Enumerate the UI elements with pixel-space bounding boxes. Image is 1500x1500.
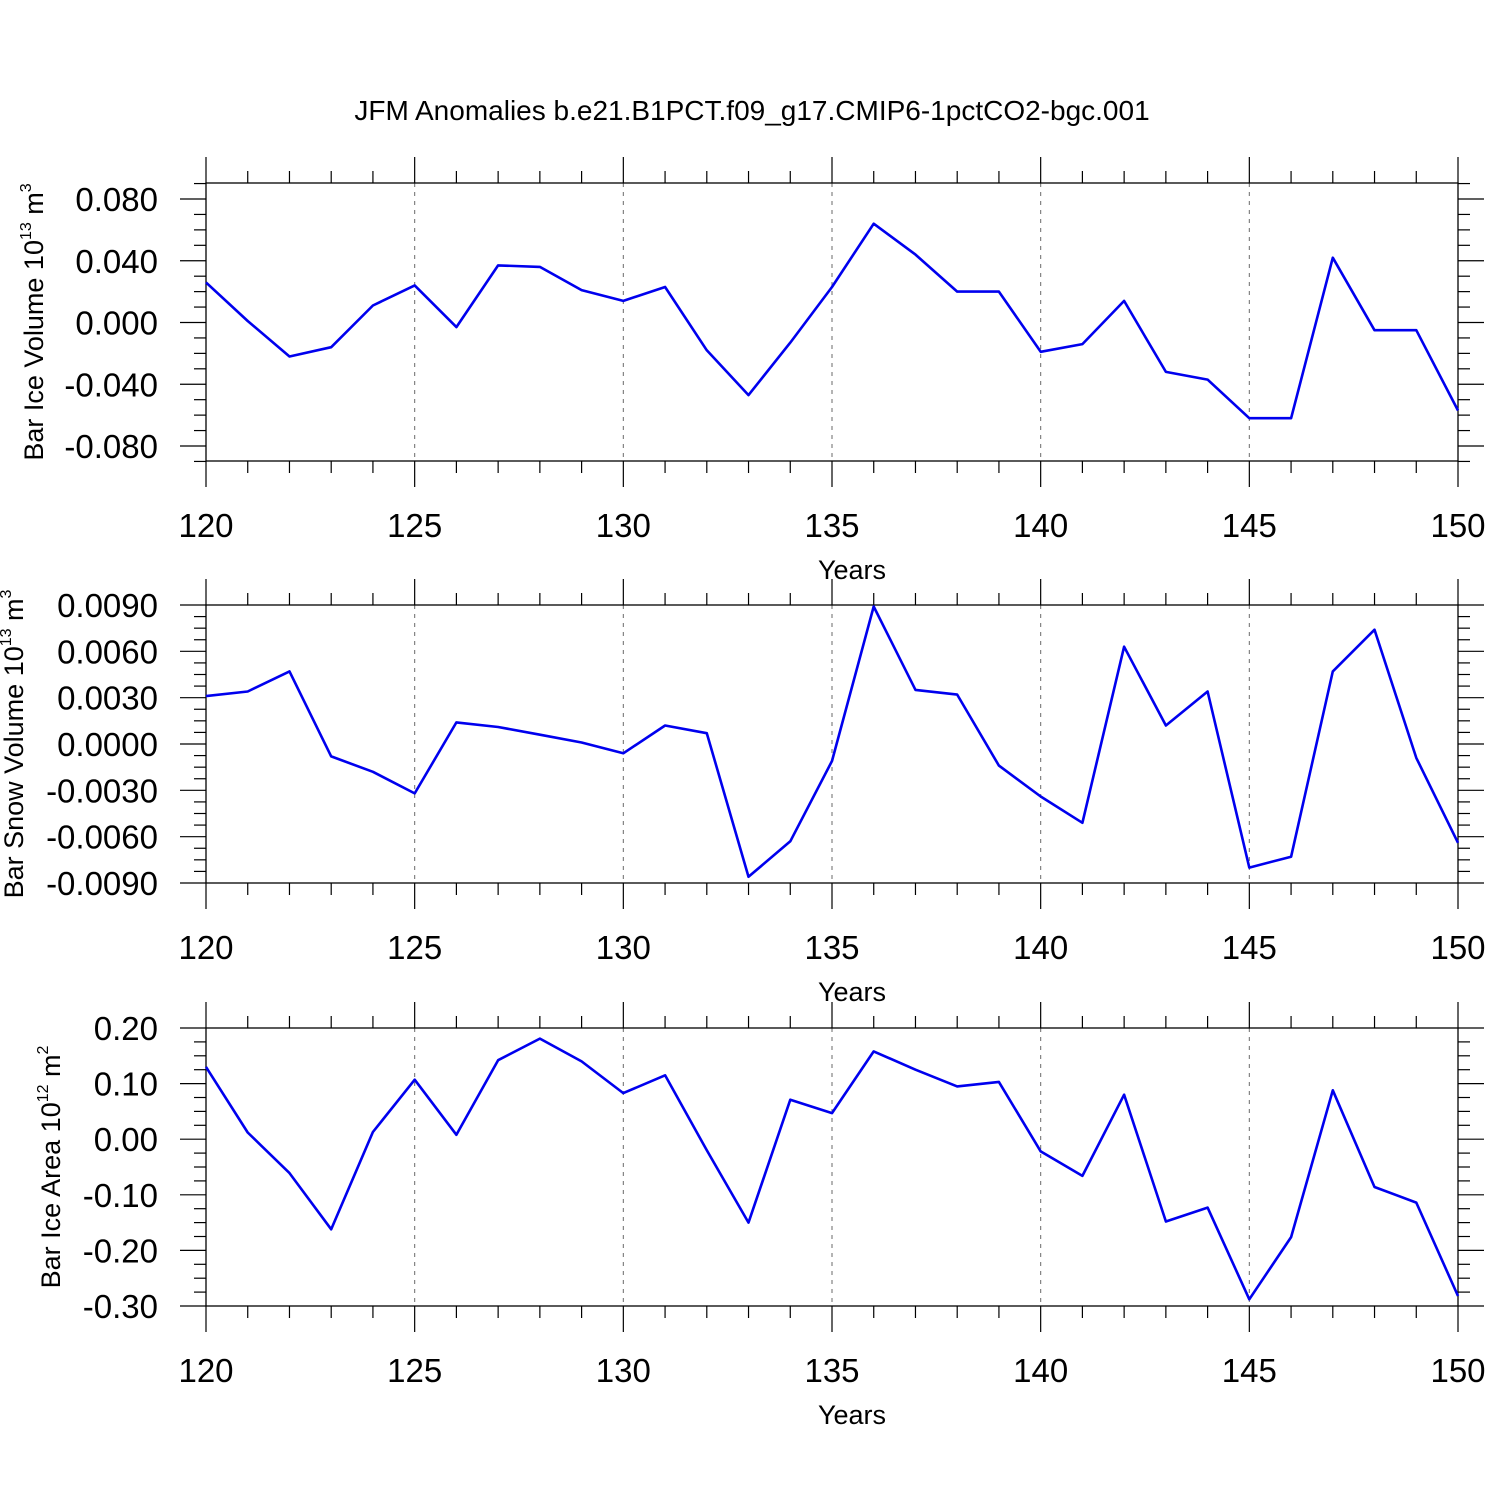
- x-tick-label: 150: [1430, 929, 1485, 966]
- x-tick-label: 125: [387, 929, 442, 966]
- series-line: [205, 222, 1460, 420]
- x-axis-title: Years: [818, 555, 886, 585]
- y-axis-title: Bar Snow Volume 1013 m3: [0, 589, 29, 898]
- y-tick-label: 0.080: [75, 181, 158, 218]
- y-tick-label: 0.0000: [57, 726, 158, 763]
- x-tick-label: 130: [596, 929, 651, 966]
- x-tick-label: 125: [387, 1352, 442, 1389]
- y-axis-title: Bar Ice Area 1012 m2: [35, 1045, 66, 1288]
- x-tick-label: 145: [1222, 929, 1277, 966]
- panel-1: 120 125 130 135 140 145 150 Years -0.080 -0.040 0.…: [18, 157, 1486, 585]
- panel-2: 120 125 130 135 140 145 150 Years -0.0090 -0.0060…: [0, 579, 1486, 1007]
- x-tick-label: 150: [1430, 1352, 1485, 1389]
- y-tick-label: -0.20: [83, 1232, 158, 1269]
- x-tick-label: 125: [387, 507, 442, 544]
- y-tick-label: 0.0030: [57, 680, 158, 717]
- x-tick-label: 145: [1222, 1352, 1277, 1389]
- y-tick-label: -0.0060: [46, 819, 158, 856]
- x-tick-label: 135: [804, 507, 859, 544]
- x-tick-label: 135: [804, 929, 859, 966]
- y-tick-label: 0.0060: [57, 633, 158, 670]
- y-tick-label: -0.040: [64, 366, 158, 403]
- x-axis-title: Years: [818, 1400, 886, 1430]
- y-tick-label: -0.080: [64, 428, 158, 465]
- x-tick-label: 140: [1013, 1352, 1068, 1389]
- x-tick-label: 120: [178, 1352, 233, 1389]
- x-tick-label: 135: [804, 1352, 859, 1389]
- panel-3: 120 125 130 135 140 145 150 Years -0.30 -0.20 -0.1…: [35, 1002, 1486, 1430]
- y-tick-label: -0.0030: [46, 772, 158, 809]
- series-line: [204, 1037, 1460, 1301]
- y-tick-label: -0.30: [83, 1288, 158, 1325]
- x-tick-label: 130: [596, 1352, 651, 1389]
- x-tick-label: 150: [1430, 507, 1485, 544]
- x-tick-label: 120: [178, 507, 233, 544]
- y-tick-label: -0.0090: [46, 865, 158, 902]
- y-tick-label: -0.10: [83, 1177, 158, 1214]
- x-tick-label: 140: [1013, 507, 1068, 544]
- chart-title: JFM Anomalies b.e21.B1PCT.f09_g17.CMIP6-…: [354, 95, 1149, 126]
- y-tick-label: 0.0090: [57, 587, 158, 624]
- x-tick-label: 140: [1013, 929, 1068, 966]
- y-axis-title: Bar Ice Volume 1013 m3: [18, 183, 49, 460]
- x-axis-title: Years: [818, 977, 886, 1007]
- x-tick-label: 130: [596, 507, 651, 544]
- x-tick-label: 120: [178, 929, 233, 966]
- y-tick-label: 0.20: [94, 1010, 158, 1047]
- y-tick-label: 0.040: [75, 243, 158, 280]
- y-tick-label: 0.00: [94, 1121, 158, 1158]
- series-line: [205, 605, 1460, 879]
- y-tick-label: 0.10: [94, 1066, 158, 1103]
- x-tick-label: 145: [1222, 507, 1277, 544]
- y-tick-label: 0.000: [75, 305, 158, 342]
